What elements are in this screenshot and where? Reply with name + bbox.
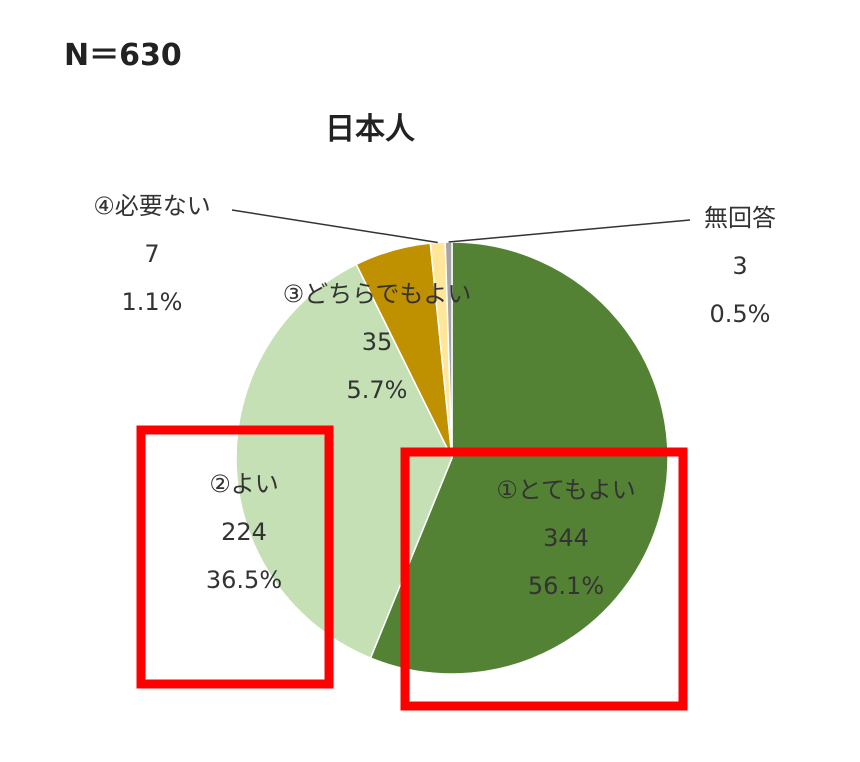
data-label-2: ②よい 224 36.5% <box>206 470 282 594</box>
slice-count-5: 3 <box>732 252 747 280</box>
pie-slice-2 <box>235 263 453 660</box>
slice-percent-1: 56.1% <box>528 572 604 600</box>
data-label-1: ①とてもよい 344 56.1% <box>496 476 636 600</box>
slice-label-2: ②よい <box>209 470 279 498</box>
slice-label-1: ①とてもよい <box>496 476 636 504</box>
data-label-5: 無回答 3 0.5% <box>704 204 776 328</box>
slice-percent-5: 0.5% <box>710 300 771 328</box>
slice-label-3: ③どちらでもよい <box>283 280 472 308</box>
slice-label-5: 無回答 <box>704 204 776 232</box>
slice-percent-2: 36.5% <box>206 566 282 594</box>
slice-count-4: 7 <box>144 240 159 268</box>
slice-label-4: ④必要ない <box>93 192 211 220</box>
leader-lines <box>231 209 691 244</box>
data-label-4: ④必要ない 7 1.1% <box>93 192 211 316</box>
slice-count-1: 344 <box>543 524 589 552</box>
sample-size-label: N＝630 <box>64 38 182 73</box>
slice-count-3: 35 <box>362 328 393 356</box>
highlight-box-totemo-yoi <box>400 447 688 711</box>
pie-slice-1 <box>369 241 669 675</box>
highlight-box-yoi <box>136 425 334 689</box>
slice-percent-3: 5.7% <box>347 376 408 404</box>
data-label-3: ③どちらでもよい 35 5.7% <box>283 280 472 404</box>
leader-line-5 <box>448 219 691 243</box>
highlight-boxes <box>136 425 688 711</box>
leader-line-4 <box>231 209 438 244</box>
pie-slices <box>235 241 669 675</box>
chart-title: 日本人 <box>325 112 415 147</box>
data-labels: ①とてもよい 344 56.1% ②よい 224 36.5% ③どちらでもよい 35 5.7% ④… <box>93 192 776 600</box>
slice-percent-4: 1.1% <box>122 288 183 316</box>
slice-count-2: 224 <box>221 518 267 546</box>
